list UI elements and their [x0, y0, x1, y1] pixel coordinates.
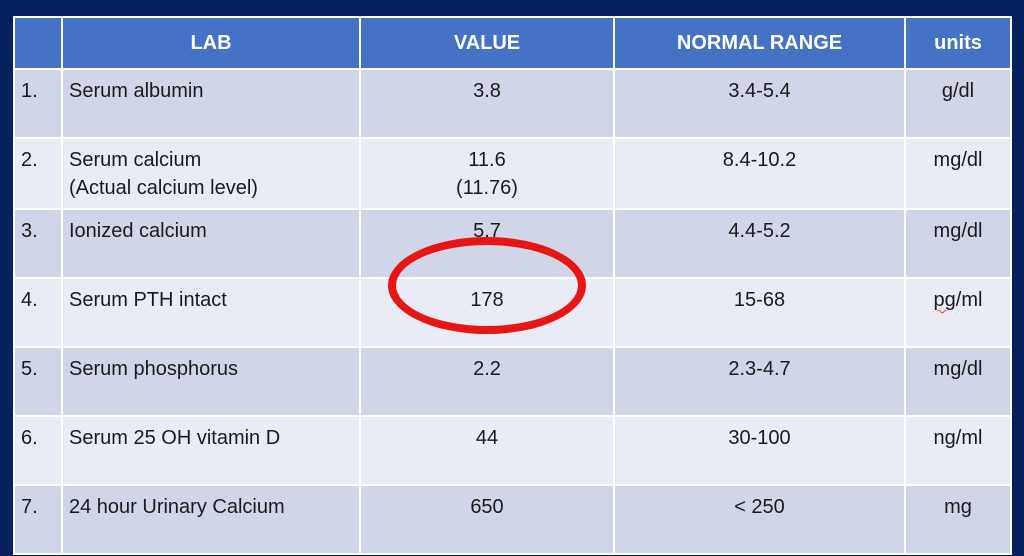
row-number: 4. [13, 277, 63, 349]
column-header-lab: LAB [61, 16, 361, 70]
units: mg/dl [904, 346, 1012, 418]
header-row: LAB VALUE NORMAL RANGE units [13, 16, 1012, 70]
table-row: 5. Serum phosphorus 2.2 2.3-4.7 mg/dl [13, 346, 1012, 418]
lab-name: Serum phosphorus [61, 346, 361, 418]
units: mg [904, 484, 1012, 556]
lab-value: 44 [359, 415, 615, 487]
column-header-number [13, 16, 63, 70]
units: mg/dl [904, 136, 1012, 211]
lab-value: 11.6 (11.76) [359, 136, 615, 211]
normal-range: 15-68 [613, 277, 906, 349]
lab-name: Serum PTH intact [61, 277, 361, 349]
normal-range: 8.4-10.2 [613, 136, 906, 211]
normal-range: 4.4-5.2 [613, 208, 906, 280]
lab-value: 650 [359, 484, 615, 556]
column-header-value: VALUE [359, 16, 615, 70]
lab-value: 2.2 [359, 346, 615, 418]
lab-name: Serum albumin [61, 68, 361, 139]
normal-range: 3.4-5.4 [613, 68, 906, 139]
row-number: 3. [13, 208, 63, 280]
units: g/dl [904, 68, 1012, 139]
table-row: 7. 24 hour Urinary Calcium 650 < 250 mg [13, 484, 1012, 556]
table-row: 1. Serum albumin 3.8 3.4-5.4 g/dl [13, 68, 1012, 139]
normal-range: 2.3-4.7 [613, 346, 906, 418]
lab-results-table: LAB VALUE NORMAL RANGE units 1. Serum al… [13, 16, 1012, 556]
lab-name: 24 hour Urinary Calcium [61, 484, 361, 556]
lab-value: 3.8 [359, 68, 615, 139]
units: pg/ml [904, 277, 1012, 349]
units: mg/dl [904, 208, 1012, 280]
row-number: 5. [13, 346, 63, 418]
table-row: 2. Serum calcium (Actual calcium level) … [13, 136, 1012, 211]
lab-name: Ionized calcium [61, 208, 361, 280]
row-number: 2. [13, 136, 63, 211]
row-number: 7. [13, 484, 63, 556]
row-number: 6. [13, 415, 63, 487]
lab-value: 5.7 [359, 208, 615, 280]
column-header-units: units [904, 16, 1012, 70]
lab-name: Serum calcium (Actual calcium level) [61, 136, 361, 211]
table-row: 6. Serum 25 OH vitamin D 44 30-100 ng/ml [13, 415, 1012, 487]
table-row: 3. Ionized calcium 5.7 4.4-5.2 mg/dl [13, 208, 1012, 280]
column-header-normal-range: NORMAL RANGE [613, 16, 906, 70]
normal-range: < 250 [613, 484, 906, 556]
units-remainder: /ml [955, 289, 983, 312]
units-misspelled-part: pg [933, 289, 956, 312]
table-row: 4. Serum PTH intact 178 15-68 pg/ml [13, 277, 1012, 349]
normal-range: 30-100 [613, 415, 906, 487]
row-number: 1. [13, 68, 63, 139]
lab-value-circled: 178 [359, 277, 615, 349]
units: ng/ml [904, 415, 1012, 487]
lab-name: Serum 25 OH vitamin D [61, 415, 361, 487]
